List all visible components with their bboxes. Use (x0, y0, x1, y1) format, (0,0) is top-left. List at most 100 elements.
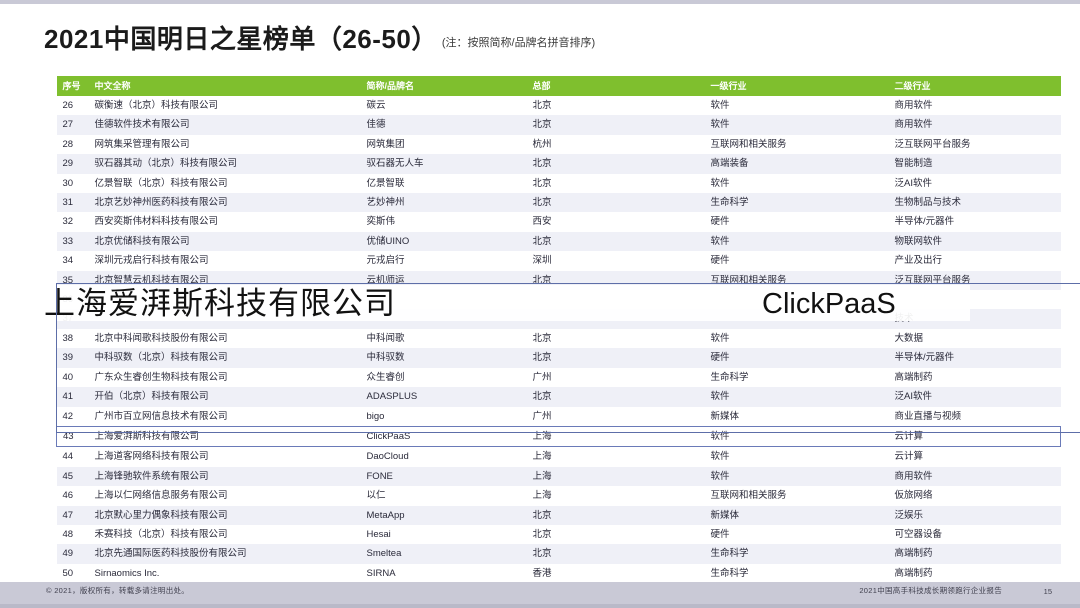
cell-brand: 优储UINO (360, 231, 527, 252)
cell-sub-industry: 泛AI软件 (888, 173, 1061, 194)
cell-brand: Hesai (360, 524, 527, 545)
cell-industry: 软件 (704, 425, 889, 448)
table-row[interactable]: 47 北京默心里力偶象科技有限公司 MetaApp 北京 新媒体 泛娱乐 (56, 505, 1061, 525)
table-row[interactable]: 31 北京艺妙神州医药科技有限公司 艺妙神州 北京 生命科学 生物制品与技术 (56, 193, 1061, 213)
cell-company-name: 上海爱湃斯科技有限公司 (88, 425, 361, 448)
footer-copyright: © 2021，版权所有，转载多请注明出处。 (46, 586, 190, 595)
slide-top-gutter (0, 0, 1080, 4)
cell-industry: 生命科学 (704, 544, 889, 564)
overlay-white-band (40, 285, 970, 321)
cell-city: 北京 (526, 115, 705, 135)
cell-no: 50 (56, 563, 89, 584)
cell-industry: 互联网和相关服务 (704, 134, 889, 155)
cell-company-name: 禾赛科技（北京）科技有限公司 (88, 524, 361, 545)
table-row[interactable]: 26 碳衡速（北京）科技有限公司 碳云 北京 软件 商用软件 (56, 96, 1061, 116)
table-row[interactable]: 40 广东众生睿创生物科技有限公司 众生睿创 广州 生命科学 高端制药 (56, 367, 1061, 388)
table-row[interactable]: 45 上海锋驰软件系统有限公司 FONE 上海 软件 商用软件 (56, 466, 1061, 487)
table-row[interactable]: 27 佳德软件技术有限公司 佳德 北京 软件 商用软件 (56, 115, 1061, 135)
cell-sub-industry: 泛AI软件 (888, 387, 1061, 407)
col-header-no: 序号 (56, 76, 89, 96)
cell-brand: ClickPaaS (360, 425, 527, 448)
cell-company-name: 西安奕斯伟材料科技有限公司 (88, 212, 361, 232)
footer-report-name: 2021中国高手科技成长期领跑行企业报告 (859, 586, 1002, 595)
cell-industry: 生命科学 (704, 193, 889, 213)
cell-city: 香港 (526, 563, 705, 584)
cell-sub-industry: 高端制药 (888, 544, 1061, 564)
cell-no: 42 (56, 406, 89, 427)
cell-no: 44 (56, 446, 89, 467)
table-row[interactable]: 30 亿景智联（北京）科技有限公司 亿景智联 北京 软件 泛AI软件 (56, 173, 1061, 194)
cell-no: 41 (56, 387, 89, 407)
cell-brand: ADASPLUS (360, 387, 527, 407)
table-row[interactable]: 28 网筑集采管理有限公司 网筑集团 杭州 互联网和相关服务 泛互联网平台服务 (56, 134, 1061, 155)
table-row[interactable]: 43 上海爱湃斯科技有限公司 ClickPaaS 上海 软件 云计算 (56, 425, 1061, 448)
table-row[interactable]: 38 北京中科闻歌科技股份有限公司 中科闻歌 北京 软件 大数据 (56, 328, 1061, 349)
table-row[interactable]: 49 北京先通国际医药科技股份有限公司 Smeltea 北京 生命科学 高端制药 (56, 544, 1061, 564)
table-header-row: 序号 中文全称 简称/品牌名 总部 一级行业 二级行业 (56, 76, 1061, 96)
table-row[interactable]: 46 上海以仁网络信息服务有限公司 以仁 上海 互联网和相关服务 仮旅网络 (56, 486, 1061, 506)
cell-city: 北京 (526, 231, 705, 252)
cell-brand: 中科驭数 (360, 348, 527, 368)
cell-brand: FONE (360, 466, 527, 487)
overlay-brand-name: ClickPaaS (762, 288, 896, 320)
cell-brand: 以仁 (360, 486, 527, 506)
cell-industry: 新媒体 (704, 406, 889, 427)
cell-no: 40 (56, 367, 89, 388)
cell-company-name: 北京默心里力偶象科技有限公司 (88, 505, 361, 525)
cell-industry: 生命科学 (704, 563, 889, 584)
cell-city: 杭州 (526, 134, 705, 155)
cell-company-name: 北京艺妙神州医药科技有限公司 (88, 193, 361, 213)
cell-industry: 软件 (704, 446, 889, 467)
cell-industry: 高端装备 (704, 154, 889, 174)
table-row[interactable]: 41 开伯（北京）科技有限公司 ADASPLUS 北京 软件 泛AI软件 (56, 387, 1061, 407)
cell-city: 深圳 (526, 251, 705, 271)
cell-brand: 艺妙神州 (360, 193, 527, 213)
cell-industry: 生命科学 (704, 367, 889, 388)
cell-brand: 奕斯伟 (360, 212, 527, 232)
cell-company-name: 广东众生睿创生物科技有限公司 (88, 367, 361, 388)
table-row[interactable]: 44 上海道客网络科技有限公司 DaoCloud 上海 软件 云计算 (56, 446, 1061, 467)
cell-brand: Smeltea (360, 544, 527, 564)
cell-sub-industry: 商用软件 (888, 115, 1061, 135)
cell-no: 28 (56, 134, 89, 155)
cell-city: 北京 (526, 328, 705, 349)
table-row[interactable]: 39 中科驭数（北京）科技有限公司 中科驭数 北京 硬件 半导体/元器件 (56, 348, 1061, 368)
cell-city: 上海 (526, 425, 705, 448)
table-row[interactable]: 33 北京优储科技有限公司 优储UINO 北京 软件 物联网软件 (56, 231, 1061, 252)
cell-industry: 软件 (704, 173, 889, 194)
cell-city: 北京 (526, 505, 705, 525)
table-row[interactable]: 32 西安奕斯伟材料科技有限公司 奕斯伟 西安 硬件 半导体/元器件 (56, 212, 1061, 232)
page-title: 2021中国明日之星榜单（26-50） (44, 24, 438, 54)
table-row[interactable]: 42 广州市百立网信息技术有限公司 bigo 广州 新媒体 商业直播与视频 (56, 406, 1061, 427)
cell-no: 38 (56, 328, 89, 349)
cell-no: 30 (56, 173, 89, 194)
cell-brand: MetaApp (360, 505, 527, 525)
cell-company-name: 上海道客网络科技有限公司 (88, 446, 361, 467)
cell-no: 32 (56, 212, 89, 232)
cell-company-name: 北京中科闻歌科技股份有限公司 (88, 328, 361, 349)
cell-brand: 驭石器无人车 (360, 154, 527, 174)
cell-industry: 软件 (704, 466, 889, 487)
cell-no: 33 (56, 231, 89, 252)
cell-company-name: 北京优储科技有限公司 (88, 231, 361, 252)
cell-company-name: 广州市百立网信息技术有限公司 (88, 406, 361, 427)
cell-city: 北京 (526, 96, 705, 116)
table-row[interactable]: 50 Sirnaomics Inc. SIRNA 香港 生命科学 高端制药 (56, 563, 1061, 584)
table-row[interactable]: 48 禾赛科技（北京）科技有限公司 Hesai 北京 硬件 可空器设备 (56, 524, 1061, 545)
cell-city: 北京 (526, 387, 705, 407)
cell-sub-industry: 商用软件 (888, 466, 1061, 487)
cell-no: 43 (56, 425, 89, 448)
cell-company-name: 深圳元戎启行科技有限公司 (88, 251, 361, 271)
cell-city: 西安 (526, 212, 705, 232)
cell-company-name: 驭石器其动（北京）科技有限公司 (88, 154, 361, 174)
table-row[interactable]: 29 驭石器其动（北京）科技有限公司 驭石器无人车 北京 高端装备 智能制造 (56, 154, 1061, 174)
cell-sub-industry: 产业及出行 (888, 251, 1061, 271)
table-row[interactable]: 34 深圳元戎启行科技有限公司 元戎启行 深圳 硬件 产业及出行 (56, 251, 1061, 271)
cell-company-name: 亿景智联（北京）科技有限公司 (88, 173, 361, 194)
cell-brand: 佳德 (360, 115, 527, 135)
cell-sub-industry: 大数据 (888, 328, 1061, 349)
cell-company-name: 北京先通国际医药科技股份有限公司 (88, 544, 361, 564)
cell-industry: 硬件 (704, 524, 889, 545)
cell-sub-industry: 可空器设备 (888, 524, 1061, 545)
overlay-company-name: 上海爱湃斯科技有限公司 (44, 286, 396, 321)
